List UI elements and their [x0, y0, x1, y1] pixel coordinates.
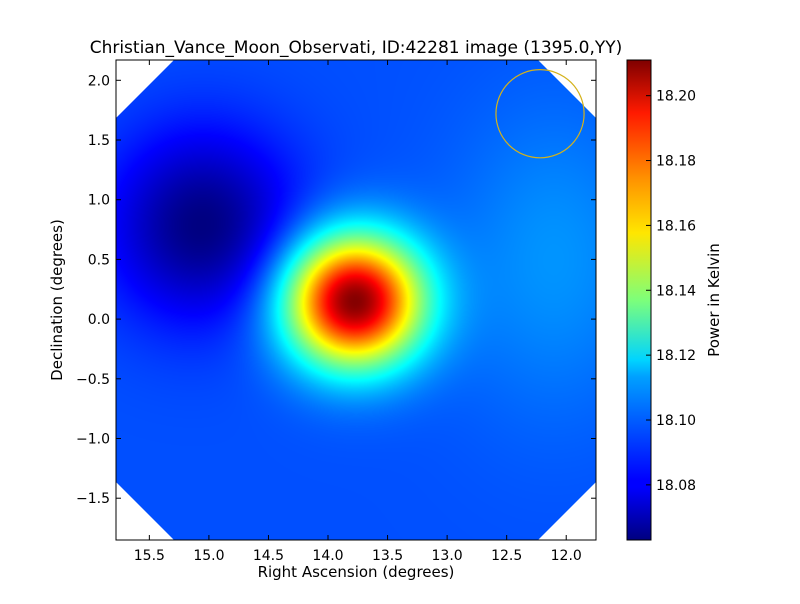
corner-mask — [116, 482, 174, 540]
y-tick-label: 0.5 — [88, 252, 110, 268]
corner-mask — [116, 60, 174, 118]
x-tick-label: 14.0 — [312, 548, 343, 564]
x-tick-label: 13.0 — [432, 548, 463, 564]
corner-mask — [538, 60, 596, 118]
y-tick-label: −1.5 — [76, 491, 110, 507]
colorbar-tick-label: 18.08 — [656, 478, 696, 494]
colorbar-tick-label: 18.16 — [656, 218, 696, 234]
colorbar-tick-label: 18.18 — [656, 154, 696, 170]
heatmap-image — [116, 60, 596, 540]
colorbar-label: Power in Kelvin — [705, 243, 723, 357]
y-tick-label: 1.5 — [88, 133, 110, 149]
x-axis: 15.5 15.0 14.5 14.0 13.5 13.0 12.5 12.0 — [134, 60, 582, 564]
beam-circle — [495, 69, 585, 159]
x-tick-label: 12.5 — [491, 548, 522, 564]
x-tick-label: 15.0 — [193, 548, 224, 564]
y-tick-label: 1.0 — [88, 193, 110, 209]
colorbar-tick-label: 18.10 — [656, 413, 696, 429]
corner-mask — [538, 482, 596, 540]
colorbar-tick-label: 18.20 — [656, 89, 696, 105]
colorbar-tick-label: 18.12 — [656, 348, 696, 364]
colorbar-axis: 18.08 18.10 18.12 18.14 18.16 18.18 18.20 — [646, 89, 696, 494]
mask-corners — [116, 60, 596, 540]
colorbar-tick-label: 18.14 — [656, 283, 696, 299]
y-tick-label: 2.0 — [88, 73, 110, 89]
y-tick-label: −0.5 — [76, 372, 110, 388]
y-axis: −1.5 −1.0 −0.5 0.0 0.5 1.0 1.5 2.0 — [76, 73, 596, 507]
y-axis-label: Declination (degrees) — [48, 219, 66, 381]
x-axis-label: Right Ascension (degrees) — [258, 563, 455, 581]
x-tick-label: 13.5 — [372, 548, 403, 564]
y-tick-label: 0.0 — [88, 312, 110, 328]
y-tick-label: −1.0 — [76, 432, 110, 448]
chart-title: Christian_Vance_Moon_Observati, ID:42281… — [90, 38, 623, 58]
plot-frame — [115, 59, 597, 541]
x-tick-label: 14.5 — [253, 548, 284, 564]
x-tick-label: 12.0 — [551, 548, 582, 564]
x-tick-label: 15.5 — [134, 548, 165, 564]
colorbar — [626, 59, 652, 541]
